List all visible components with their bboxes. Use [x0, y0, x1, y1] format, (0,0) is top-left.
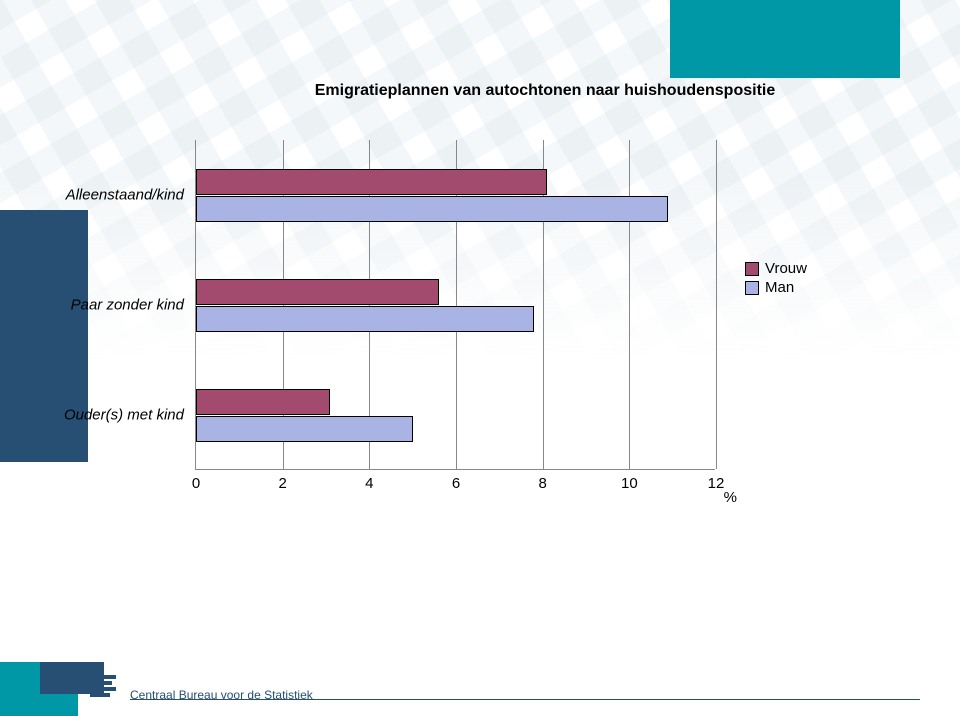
legend-item-man: Man — [745, 279, 807, 296]
x-tick-label: 6 — [452, 475, 460, 492]
bar-vrouw — [196, 169, 547, 195]
chart-plot-area: % 024681012Alleenstaand/kindPaar zonder … — [195, 140, 715, 470]
footer: Centraal Bureau voor de Statistiek — [90, 675, 920, 700]
bar-vrouw — [196, 389, 330, 415]
category-label: Alleenstaand/kind — [21, 186, 196, 203]
category-label: Paar zonder kind — [21, 296, 196, 313]
bar-vrouw — [196, 279, 439, 305]
footer-rule — [130, 699, 920, 700]
bar-group: Ouder(s) met kind — [196, 389, 715, 442]
bar-group: Paar zonder kind — [196, 279, 715, 332]
bar-man — [196, 196, 668, 222]
bar-man — [196, 306, 534, 332]
chart-container: Emigratieplannen van autochtonen naar hu… — [195, 82, 895, 470]
legend-label: Vrouw — [765, 260, 807, 277]
x-tick-label: 0 — [192, 475, 200, 492]
decor-block-teal-top — [670, 0, 900, 78]
bar-man — [196, 416, 413, 442]
x-tick-label: 8 — [538, 475, 546, 492]
legend-item-vrouw: Vrouw — [745, 260, 807, 277]
legend-swatch — [745, 262, 759, 276]
x-axis-unit: % — [724, 489, 737, 506]
cbs-logo-icon — [90, 675, 120, 700]
bar-group: Alleenstaand/kind — [196, 169, 715, 222]
x-tick-label: 2 — [278, 475, 286, 492]
x-tick-label: 10 — [621, 475, 638, 492]
chart-legend: Vrouw Man — [745, 260, 807, 298]
legend-swatch — [745, 281, 759, 295]
x-tick-label: 12 — [708, 475, 725, 492]
gridline — [716, 140, 717, 469]
legend-label: Man — [765, 279, 794, 296]
chart-title: Emigratieplannen van autochtonen naar hu… — [195, 82, 895, 100]
x-tick-label: 4 — [365, 475, 373, 492]
category-label: Ouder(s) met kind — [21, 406, 196, 423]
decor-block-blue-left — [0, 210, 88, 462]
